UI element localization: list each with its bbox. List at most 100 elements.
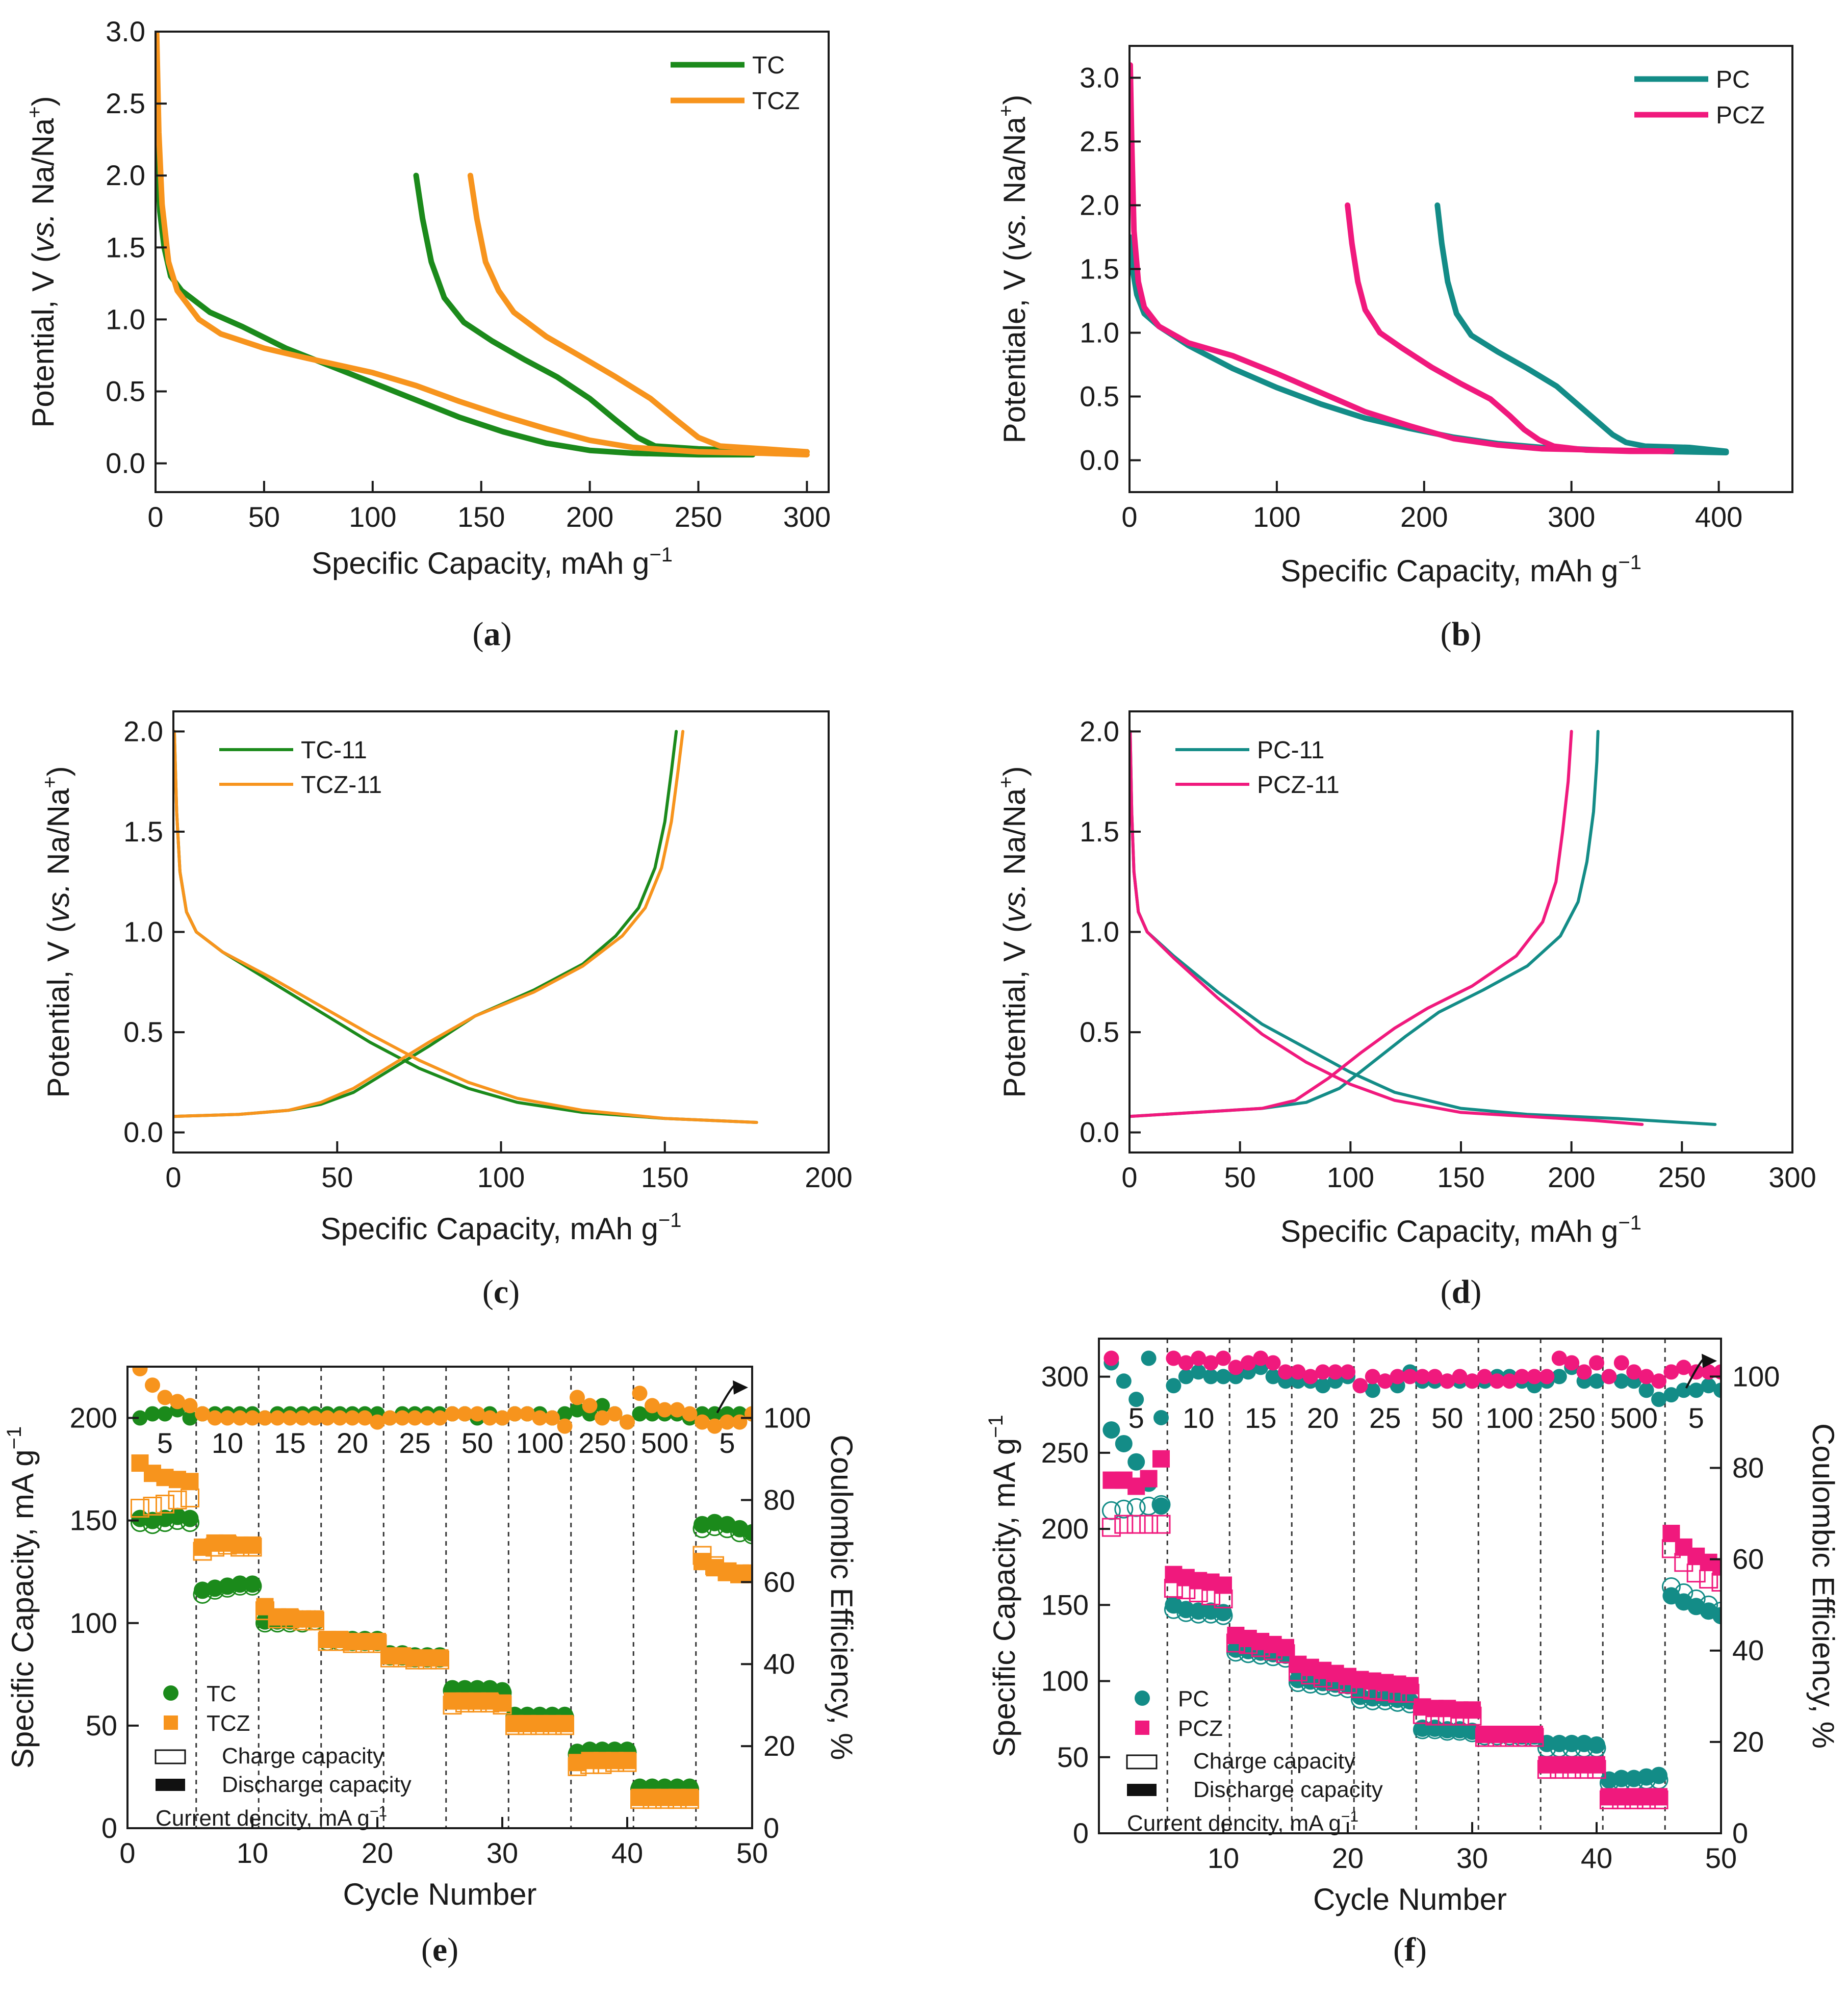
rate-label: 20 bbox=[337, 1427, 368, 1459]
x-tick-label: 50 bbox=[248, 501, 280, 533]
discharge-marker-pcz bbox=[1526, 1726, 1543, 1743]
y-tick-label: 2.5 bbox=[1080, 125, 1119, 158]
ce-marker-tcz bbox=[132, 1367, 148, 1377]
ce-marker-pc bbox=[1178, 1369, 1194, 1385]
y-tick-label: 1.5 bbox=[123, 815, 163, 848]
ce-marker-pc bbox=[1663, 1387, 1679, 1403]
y-tick-label: 50 bbox=[1057, 1741, 1089, 1773]
panel-d-voltage-profile-pc11-pcz11: 0 50 100 150 200 250 300 0.0 0.5 1.0 1.5 2.0 Specifi… bbox=[995, 710, 1816, 1311]
discharge-marker-tcz bbox=[431, 1649, 449, 1667]
ce-marker-pc bbox=[1216, 1369, 1231, 1385]
ce-marker-tcz bbox=[157, 1390, 173, 1405]
discharge-marker-pc bbox=[1190, 1602, 1208, 1620]
x-tick-label: 10 bbox=[1208, 1842, 1239, 1874]
discharge-marker-pc bbox=[1650, 1766, 1667, 1784]
panel-label: (f) bbox=[1393, 1931, 1427, 1968]
ce-marker-pc bbox=[1613, 1373, 1629, 1389]
ce-marker-pc bbox=[1191, 1364, 1207, 1380]
ce-marker-pc bbox=[1116, 1373, 1132, 1389]
y-tick-label: 0.5 bbox=[1080, 1016, 1119, 1048]
ce-marker-pcz bbox=[1527, 1369, 1542, 1385]
ce-marker-tcz bbox=[370, 1414, 385, 1430]
ce-marker-tcz bbox=[457, 1406, 473, 1422]
legend: PC PCZ Charge capacity Discharge capacity Cu… bbox=[1126, 1686, 1383, 1836]
panel-b-voltage-profile-pc-pcz: 0 100 200 300 400 0.0 0.5 1.0 1.5 2.0 2.5 3.0 Specif… bbox=[995, 45, 1793, 653]
y-axis-title: Specific Capacity, mA g−1 bbox=[3, 1426, 40, 1769]
rate-label: 5 bbox=[157, 1427, 173, 1459]
ce-marker-tcz bbox=[170, 1394, 185, 1410]
ce-marker-tcz bbox=[657, 1402, 673, 1418]
charge-marker-pcz bbox=[1151, 1515, 1171, 1534]
ce-marker-pcz bbox=[1539, 1369, 1555, 1385]
legend-charge-swatch bbox=[155, 1749, 186, 1764]
y-right-tick-label: 40 bbox=[1732, 1634, 1764, 1667]
ce-marker-pcz bbox=[1365, 1369, 1380, 1385]
y-tick-label: 1.0 bbox=[106, 303, 145, 335]
plot-frame bbox=[126, 1366, 753, 1829]
discharge-marker-pc bbox=[1563, 1734, 1581, 1752]
discharge-marker-pcz bbox=[1140, 1470, 1158, 1488]
y-tick-label: 0.5 bbox=[123, 1016, 163, 1048]
ce-marker-pcz bbox=[1589, 1355, 1604, 1371]
discharge-marker-tc bbox=[743, 1524, 752, 1542]
series-line-pc-11 bbox=[1130, 730, 1600, 1118]
x-tick-label: 200 bbox=[805, 1161, 852, 1193]
y-tick-label: 2.0 bbox=[1080, 715, 1119, 747]
rate-label: 5 bbox=[1128, 1402, 1144, 1434]
ce-marker-tcz bbox=[495, 1410, 510, 1426]
ce-marker-pc bbox=[1589, 1373, 1604, 1389]
charge-marker-tcz bbox=[168, 1490, 187, 1509]
x-tick-label: 150 bbox=[457, 501, 505, 533]
ce-marker-tcz bbox=[720, 1414, 735, 1430]
ce-marker-tcz bbox=[220, 1410, 235, 1426]
ce-marker-tcz bbox=[682, 1406, 698, 1422]
plot-frame bbox=[1128, 710, 1793, 1154]
discharge-marker-pc bbox=[1115, 1435, 1133, 1452]
discharge-marker-pcz bbox=[1588, 1756, 1605, 1774]
ce-marker-tc bbox=[557, 1406, 573, 1422]
plot-frame bbox=[155, 31, 830, 493]
series-line-pcz-11 bbox=[1130, 730, 1644, 1126]
legend-note: Current dencity, mA g−1 bbox=[156, 1803, 387, 1831]
ce-marker-tcz bbox=[232, 1410, 248, 1426]
ce-marker-tcz bbox=[182, 1398, 198, 1414]
ce-marker-pc bbox=[1551, 1369, 1567, 1385]
series-line-tcz-11 bbox=[173, 730, 758, 1124]
ce-marker-pcz bbox=[1651, 1373, 1666, 1389]
ce-marker-pcz bbox=[1564, 1355, 1580, 1371]
rate-label: 500 bbox=[641, 1427, 688, 1459]
ce-marker-pcz bbox=[1452, 1369, 1468, 1385]
ce-marker-tcz bbox=[257, 1410, 273, 1426]
ce-marker-tc bbox=[595, 1398, 610, 1414]
discharge-marker-pcz bbox=[1215, 1576, 1232, 1594]
ce-marker-pcz bbox=[1253, 1350, 1269, 1366]
x-tick-label: 150 bbox=[641, 1161, 688, 1193]
panel-label: (b) bbox=[1441, 616, 1482, 653]
ce-marker-pcz bbox=[1601, 1369, 1617, 1385]
ce-marker-tcz bbox=[332, 1410, 348, 1426]
x-tick-label: 100 bbox=[1327, 1161, 1374, 1193]
charge-marker-pcz bbox=[1139, 1515, 1159, 1534]
x-tick-label: 100 bbox=[349, 501, 396, 533]
legend-label: PC bbox=[1716, 66, 1750, 93]
x-axis-title: Specific Capacity, mAh g−1 bbox=[320, 1209, 681, 1246]
ce-marker-tcz bbox=[357, 1410, 373, 1426]
ce-marker-pcz bbox=[1315, 1364, 1331, 1380]
discharge-marker-tc bbox=[181, 1509, 199, 1527]
rate-label: 25 bbox=[1369, 1402, 1401, 1434]
ce-marker-tcz bbox=[345, 1410, 360, 1426]
ce-marker-tcz bbox=[207, 1410, 223, 1426]
y-tick-label: 2.0 bbox=[1080, 189, 1119, 221]
panel-c-voltage-profile-tc11-tcz11: 0 50 100 150 200 0.0 0.5 1.0 1.5 2.0 Specific Capa… bbox=[39, 710, 853, 1311]
legend-discharge-label: Discharge capacity bbox=[1193, 1777, 1383, 1802]
legend-label: PC-11 bbox=[1257, 737, 1325, 764]
ce-marker-tcz bbox=[732, 1414, 748, 1430]
y-right-tick-label: 0 bbox=[763, 1812, 779, 1844]
panel-f-rate-capability-pc-pcz: 5 10 15 20 25 50 100 250 500 510 20 30 40 50050100150… bbox=[985, 1338, 1840, 1968]
x-tick-label: 10 bbox=[237, 1837, 268, 1869]
ce-marker-tcz bbox=[307, 1410, 323, 1426]
x-tick-label: 0 bbox=[119, 1837, 135, 1869]
ce-marker-pcz bbox=[1465, 1373, 1480, 1389]
discharge-marker-pc bbox=[1102, 1421, 1120, 1439]
ce-marker-tcz bbox=[420, 1410, 435, 1426]
